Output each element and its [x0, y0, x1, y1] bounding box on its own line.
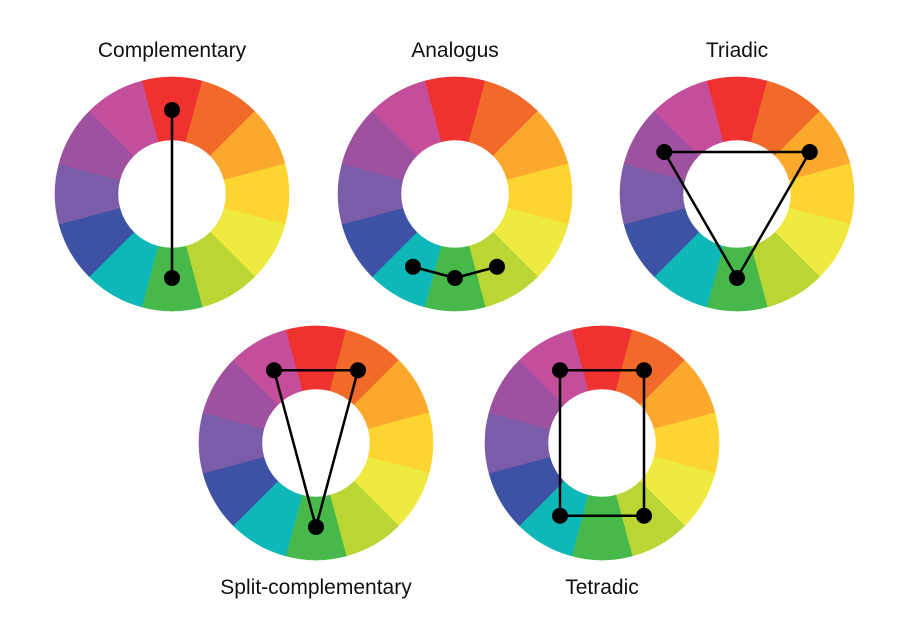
marker-violet [656, 144, 673, 160]
marker-blue-green [552, 507, 568, 524]
marker-green [729, 270, 745, 286]
marker-green [447, 270, 463, 286]
wheel-label-tetradic: Tetradic [565, 576, 639, 599]
marker-red-violet [266, 362, 282, 379]
harmony-connector-line [663, 150, 811, 280]
color-wheel-tetradic [484, 325, 720, 561]
marker-orange [801, 144, 818, 160]
wheel-label-complementary: Complementary [98, 39, 247, 62]
marker-red-orange [636, 362, 652, 379]
segment-red-violet [88, 80, 159, 157]
color-wheel-complementary [54, 76, 290, 312]
marker-red-orange [350, 362, 366, 379]
marker-green [164, 270, 180, 286]
marker-green [308, 519, 324, 535]
marker-blue-green [405, 258, 421, 275]
harmony-connector-line [272, 369, 360, 529]
marker-red-violet [552, 362, 568, 379]
color-wheel-triadic [619, 76, 855, 312]
color-wheel-split-complementary [198, 325, 434, 561]
wheel-label-triadic: Triadic [706, 39, 768, 62]
segment-red-violet [371, 80, 442, 157]
wheel-label-split-complementary: Split-complementary [220, 576, 412, 599]
marker-red [164, 102, 180, 118]
wheel-label-analogus: Analogus [411, 39, 499, 62]
marker-yellow-green [489, 258, 505, 275]
marker-yellow-green [636, 507, 652, 524]
color-wheel-analogus [337, 76, 573, 312]
